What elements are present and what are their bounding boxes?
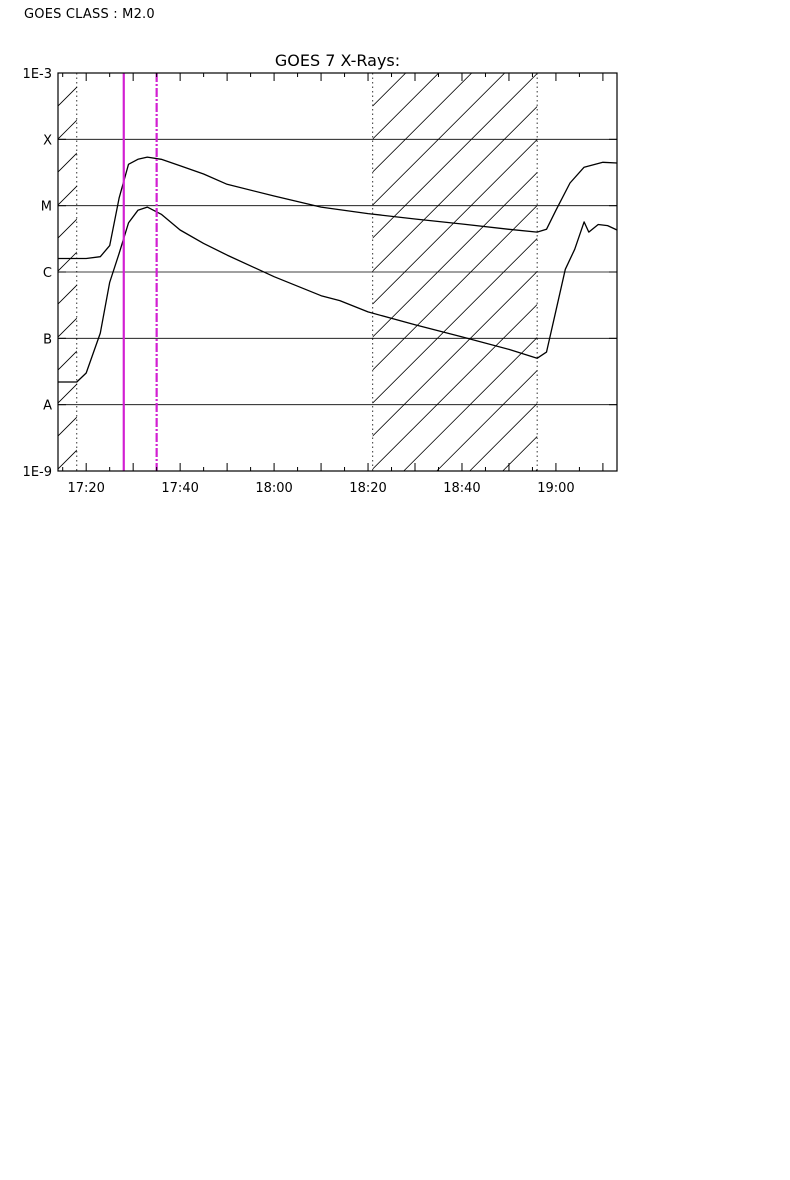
series-line-1 (58, 206, 618, 383)
x-tick-label: 19:00 (537, 481, 574, 496)
y-tick-label: X (43, 133, 52, 148)
vertical-markers (122, 73, 158, 471)
x-tick-label: 17:40 (161, 481, 198, 496)
y-tick-label: 1E-3 (23, 67, 52, 82)
x-tick-label: 18:20 (349, 481, 386, 496)
goes-class-label: GOES CLASS : M2.0 (24, 7, 155, 22)
x-tick-label: 17:20 (67, 481, 104, 496)
series-line-0 (58, 156, 618, 260)
y-tick-label: 1E-9 (23, 465, 52, 480)
y-tick-label: B (43, 332, 52, 347)
chart-title: GOES 7 X-Rays: (275, 51, 400, 70)
series-layer (58, 156, 618, 383)
y-tick-label: C (43, 266, 52, 281)
x-tick-label: 18:00 (255, 481, 292, 496)
y-tick-label: M (41, 200, 52, 215)
axes: 1E-9 A B C M X 1E-3 17:20 17:40 18:00 18:20 18:40 19… (23, 67, 617, 496)
x-tick-label: 18:40 (443, 481, 480, 496)
y-tick-label: A (43, 399, 52, 414)
grid-lines (58, 138, 617, 406)
